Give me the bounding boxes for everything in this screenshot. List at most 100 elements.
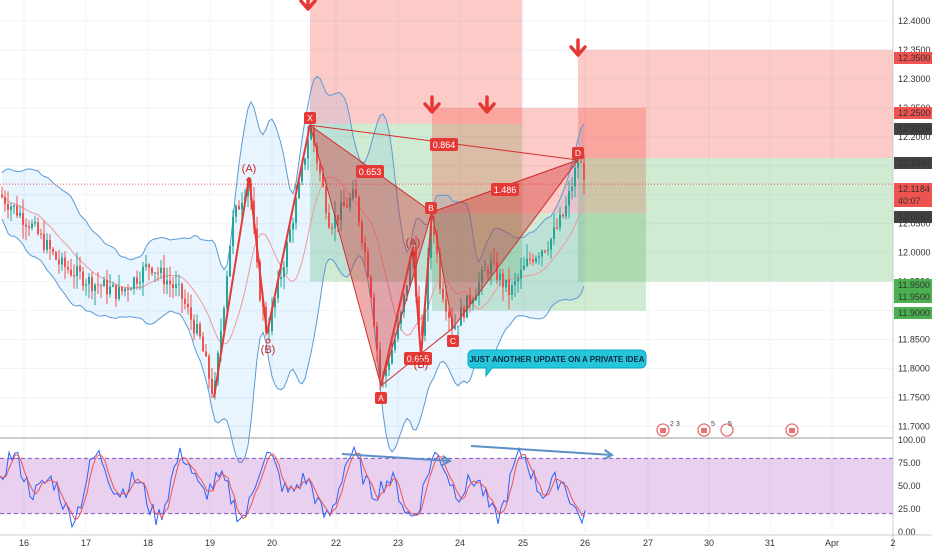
candle-up	[142, 266, 144, 283]
price-tag	[894, 195, 932, 207]
candle-up	[130, 288, 132, 291]
candle-up	[160, 267, 162, 274]
candle-down	[436, 235, 438, 254]
candle-up	[403, 294, 405, 313]
price-tag	[894, 291, 932, 303]
candle-up	[430, 226, 432, 258]
candle-down	[40, 233, 42, 235]
candle-down	[70, 269, 72, 276]
stoch-band-fill	[0, 458, 893, 514]
candle-up	[538, 256, 540, 258]
harmonic-pattern[interactable]	[309, 124, 580, 388]
price-tag-label: 12.1634	[898, 158, 931, 168]
time-tick-label: 18	[143, 538, 153, 548]
ratio-label: 0.655	[407, 354, 430, 364]
candle-down	[115, 284, 117, 299]
pattern-tag-label: D	[575, 148, 581, 158]
price-tag	[894, 307, 932, 319]
candle-up	[511, 285, 513, 295]
time-axis[interactable]: 16 17 18 19 20 22 23 24 25 26 27 30 31 Apr 2	[0, 534, 932, 548]
wave-lines[interactable]	[213, 125, 433, 398]
stoch-d-line	[0, 452, 586, 521]
price-tag	[894, 211, 932, 223]
candle-down	[190, 307, 192, 320]
candle-down	[379, 349, 381, 378]
candle-up	[289, 229, 291, 242]
candle-up	[109, 286, 111, 295]
candle-down	[97, 284, 99, 286]
stop-loss-zone	[432, 107, 646, 214]
event-count: 5	[728, 421, 732, 428]
candle-up	[271, 307, 273, 332]
candle-up	[391, 349, 393, 364]
flag-icon	[660, 428, 666, 433]
wave-label: (A)	[242, 163, 257, 175]
osc-tick-label: 75.00	[898, 458, 921, 468]
candle-up	[229, 245, 231, 277]
time-tick-label: 30	[704, 538, 714, 548]
candle-up	[499, 273, 501, 281]
candle-down	[346, 206, 348, 208]
time-tick-label: 27	[643, 538, 653, 548]
time-tick-label: 20	[267, 538, 277, 548]
price-tag-label: 12.2500	[898, 108, 931, 118]
candle-down	[151, 267, 153, 274]
candle-down	[376, 326, 378, 350]
ratio-tag	[356, 165, 384, 178]
osc-tick-label: 25.00	[898, 504, 921, 514]
candle-down	[193, 319, 195, 334]
candle-down	[313, 128, 315, 146]
candle-down	[52, 248, 54, 253]
oscillator-pane[interactable]	[0, 437, 932, 529]
candle-down	[79, 265, 81, 272]
candle-down	[529, 258, 531, 260]
candle-down	[367, 252, 369, 278]
candle-up	[547, 249, 549, 252]
candle-up	[520, 269, 522, 279]
candle-up	[406, 285, 408, 295]
time-tick-label: 19	[205, 538, 215, 548]
price-tick-label: 12.4000	[898, 16, 931, 26]
candle-down	[562, 214, 564, 217]
candle-down	[157, 272, 159, 274]
candle-up	[166, 280, 168, 285]
divergence-line	[470, 445, 613, 456]
divergence-arrow-icon	[603, 449, 614, 461]
candle-down	[445, 299, 447, 312]
candle-up	[481, 270, 483, 283]
pattern-tag-d	[572, 147, 584, 159]
candle-down	[127, 288, 129, 291]
annotation[interactable]: JUST ANOTHER UPDATE ON A PRIVATE IDEA	[467, 349, 647, 378]
candle-up	[223, 308, 225, 332]
candle-up	[349, 198, 351, 208]
ratio-tag	[404, 352, 432, 365]
candle-down	[361, 222, 363, 243]
candle-down	[502, 273, 504, 288]
candle-down	[583, 162, 585, 181]
candle-up	[295, 198, 297, 224]
candle-up	[298, 181, 300, 199]
candle-up	[334, 214, 336, 229]
candle-down	[469, 295, 471, 304]
candle-up	[472, 300, 474, 304]
wave-point	[265, 338, 271, 344]
annotation-bubble	[467, 349, 647, 378]
candle-down	[73, 275, 75, 277]
candle-down	[487, 270, 489, 275]
candle-up	[10, 206, 12, 210]
event-markers[interactable]: 2 5 5 3	[656, 421, 799, 437]
take-profit-zone	[578, 158, 893, 282]
candle-down	[238, 205, 240, 210]
candle-down	[202, 336, 204, 352]
candle-down	[580, 161, 582, 163]
time-tick-label: 25	[518, 538, 528, 548]
candle-down	[172, 284, 174, 288]
price-tick-label: 11.7500	[898, 392, 930, 402]
candle-down	[184, 298, 186, 304]
candle-up	[220, 331, 222, 354]
candle-up	[340, 202, 342, 221]
price-axis[interactable]: 12.450012.400012.350012.300012.250012.20…	[892, 0, 932, 550]
candle-up	[226, 276, 228, 309]
candle-down	[373, 297, 375, 327]
